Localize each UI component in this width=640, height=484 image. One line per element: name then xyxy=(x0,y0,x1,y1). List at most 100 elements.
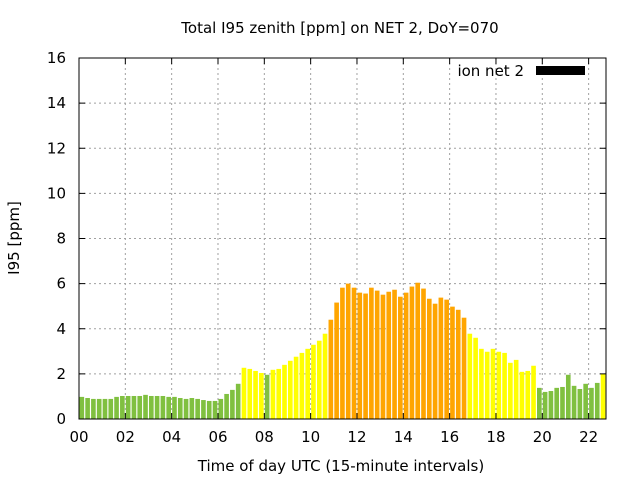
x-tick-label: 02 xyxy=(116,428,135,446)
y-axis-label: I95 [ppm] xyxy=(5,201,23,275)
bar xyxy=(607,383,612,419)
bar xyxy=(444,299,449,419)
chart-title: Total I95 zenith [ppm] on NET 2, DoY=070 xyxy=(180,19,498,37)
bar xyxy=(253,370,258,419)
bar xyxy=(357,292,363,419)
bar xyxy=(577,388,583,419)
bar xyxy=(148,395,154,419)
y-tick-label: 4 xyxy=(56,320,66,338)
bar xyxy=(351,287,357,419)
bar xyxy=(276,368,282,419)
bar xyxy=(328,319,334,419)
bar xyxy=(177,398,183,419)
bar xyxy=(247,368,253,419)
x-tick-label: 04 xyxy=(162,428,181,446)
bar xyxy=(363,293,368,419)
bar xyxy=(235,383,241,419)
bar xyxy=(143,394,148,419)
bar xyxy=(206,400,212,419)
bar xyxy=(421,288,426,419)
bar xyxy=(154,395,160,419)
bar xyxy=(380,294,386,419)
bar xyxy=(241,367,247,419)
bar xyxy=(450,306,455,419)
bar xyxy=(131,395,137,419)
bar xyxy=(398,296,403,419)
bar xyxy=(299,352,305,419)
bar xyxy=(120,395,125,419)
bar xyxy=(537,387,542,419)
y-tick-label: 12 xyxy=(47,139,66,157)
bar xyxy=(473,337,478,419)
bar xyxy=(334,302,339,419)
x-tick-label: 18 xyxy=(486,428,505,446)
bar xyxy=(137,395,143,419)
bar xyxy=(484,351,490,419)
bar xyxy=(502,352,507,419)
bar xyxy=(189,398,195,419)
bar xyxy=(91,398,96,419)
bar xyxy=(409,286,415,419)
bar xyxy=(264,374,270,419)
bar xyxy=(403,292,409,419)
bar xyxy=(183,398,189,419)
bar xyxy=(554,387,560,419)
bar xyxy=(79,396,85,419)
bar xyxy=(571,385,577,419)
y-tick-label: 0 xyxy=(56,410,66,428)
bar xyxy=(96,398,102,419)
bar xyxy=(224,393,229,419)
x-tick-label: 12 xyxy=(347,428,366,446)
bar xyxy=(490,348,496,419)
bar xyxy=(438,297,444,419)
bars xyxy=(79,282,612,419)
bar xyxy=(560,386,565,419)
bar xyxy=(519,371,525,419)
bar xyxy=(496,351,502,419)
bar xyxy=(322,333,328,419)
x-tick-label: 08 xyxy=(255,428,274,446)
bar xyxy=(415,282,421,419)
bar xyxy=(432,303,438,419)
bar xyxy=(293,356,299,419)
y-tick-label: 10 xyxy=(47,184,66,202)
y-tick-label: 6 xyxy=(56,275,66,293)
legend: ion net 2 xyxy=(457,62,585,80)
bar xyxy=(508,362,513,419)
y-tick-label: 14 xyxy=(47,94,66,112)
bar xyxy=(479,348,484,419)
bar xyxy=(600,373,606,419)
bar xyxy=(270,369,276,419)
legend-swatch xyxy=(536,66,585,75)
bar xyxy=(201,400,206,419)
x-tick-label: 06 xyxy=(208,428,227,446)
bar xyxy=(548,391,554,419)
bar xyxy=(166,396,172,419)
bar xyxy=(85,398,90,419)
bar xyxy=(114,396,119,419)
bar xyxy=(513,359,519,419)
grid xyxy=(79,58,606,419)
x-axis-label: Time of day UTC (15-minute intervals) xyxy=(197,457,484,475)
bar xyxy=(345,283,351,419)
y-tick-label: 16 xyxy=(47,49,66,67)
bar xyxy=(374,290,380,419)
bar xyxy=(316,340,322,419)
bar xyxy=(125,395,131,419)
y-tick-label: 2 xyxy=(56,365,66,383)
bar xyxy=(542,391,548,419)
x-tick-label: 16 xyxy=(440,428,459,446)
bar xyxy=(525,370,531,419)
bar xyxy=(340,287,345,419)
bar xyxy=(583,383,588,419)
bar xyxy=(259,372,264,419)
bar xyxy=(467,333,473,419)
bar xyxy=(108,398,114,419)
bar xyxy=(305,348,310,419)
bar xyxy=(426,298,432,419)
x-tick-label: 22 xyxy=(579,428,598,446)
legend-label: ion net 2 xyxy=(457,62,524,80)
bar xyxy=(282,364,287,419)
